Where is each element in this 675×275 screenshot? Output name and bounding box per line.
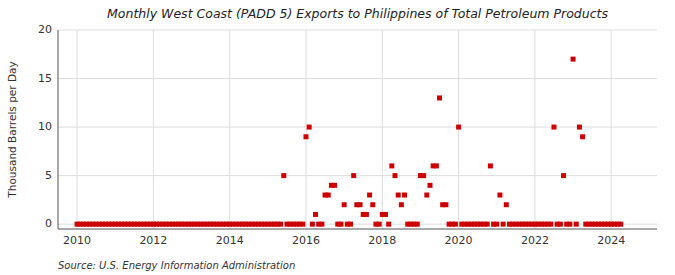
y-tick-label: 10 (38, 120, 52, 133)
point (456, 125, 461, 130)
point (367, 193, 372, 198)
point (370, 202, 375, 207)
source-note: Source: U.S. Energy Information Administ… (58, 260, 295, 271)
point (427, 183, 432, 188)
y-axis-line (58, 30, 59, 229)
chart: 0 5 10 15 20 2010 2012 2014 2016 2018 2020 2022 2024… (0, 0, 675, 275)
x-grid-line (77, 30, 78, 229)
point (393, 173, 398, 178)
point (558, 222, 563, 227)
point (415, 222, 420, 227)
point (338, 222, 343, 227)
y-tick-label: 0 (45, 217, 52, 230)
point (278, 222, 283, 227)
x-tick-label: 2014 (216, 234, 244, 247)
point (300, 222, 305, 227)
x-grid-line (534, 30, 535, 229)
point (351, 173, 356, 178)
y-grid-line (58, 30, 657, 31)
y-tick-label: 20 (38, 23, 52, 36)
point (326, 193, 331, 198)
point (424, 193, 429, 198)
point (485, 222, 490, 227)
point (577, 125, 582, 130)
y-grid-line (58, 127, 657, 128)
x-tick-label: 2016 (292, 234, 320, 247)
x-grid-line (229, 30, 230, 229)
point (377, 222, 382, 227)
point (319, 222, 324, 227)
points (75, 57, 624, 227)
y-grid-line (58, 78, 657, 79)
point (342, 202, 347, 207)
point (501, 222, 506, 227)
point (358, 202, 363, 207)
point (618, 222, 623, 227)
point (389, 163, 394, 168)
point (574, 222, 579, 227)
point (303, 134, 308, 139)
point (548, 222, 553, 227)
point (307, 125, 312, 130)
point (313, 212, 318, 217)
point (402, 193, 407, 198)
point (504, 202, 509, 207)
y-axis-label: Thousand Barrels per Day (6, 61, 18, 198)
point (437, 95, 442, 100)
x-tick-label: 2012 (139, 234, 167, 247)
point (494, 222, 499, 227)
point (332, 183, 337, 188)
point (348, 222, 353, 227)
y-tick-label: 15 (38, 72, 52, 85)
point (580, 134, 585, 139)
point (453, 222, 458, 227)
x-tick-label: 2010 (63, 234, 91, 247)
point (399, 202, 404, 207)
x-grid-line (611, 30, 612, 229)
point (281, 173, 286, 178)
point (383, 212, 388, 217)
x-tick-label: 2024 (597, 234, 625, 247)
point (421, 173, 426, 178)
x-grid-line (382, 30, 383, 229)
point (310, 222, 315, 227)
y-grid-line (58, 175, 657, 176)
title: Monthly West Coast (PADD 5) Exports to P… (107, 6, 608, 21)
point (364, 212, 369, 217)
point (571, 57, 576, 62)
x-axis-line (58, 229, 657, 230)
point (386, 222, 391, 227)
x-tick-label: 2018 (368, 234, 396, 247)
point (434, 163, 439, 168)
x-tick-label: 2020 (445, 234, 473, 247)
point (488, 163, 493, 168)
point (561, 173, 566, 178)
grid (58, 30, 657, 229)
y-tick-label: 5 (45, 169, 52, 182)
point (551, 125, 556, 130)
x-tick-label: 2022 (521, 234, 549, 247)
point (497, 193, 502, 198)
x-grid-line (305, 30, 306, 229)
point (443, 202, 448, 207)
point (567, 222, 572, 227)
x-grid-line (153, 30, 154, 229)
point (396, 193, 401, 198)
